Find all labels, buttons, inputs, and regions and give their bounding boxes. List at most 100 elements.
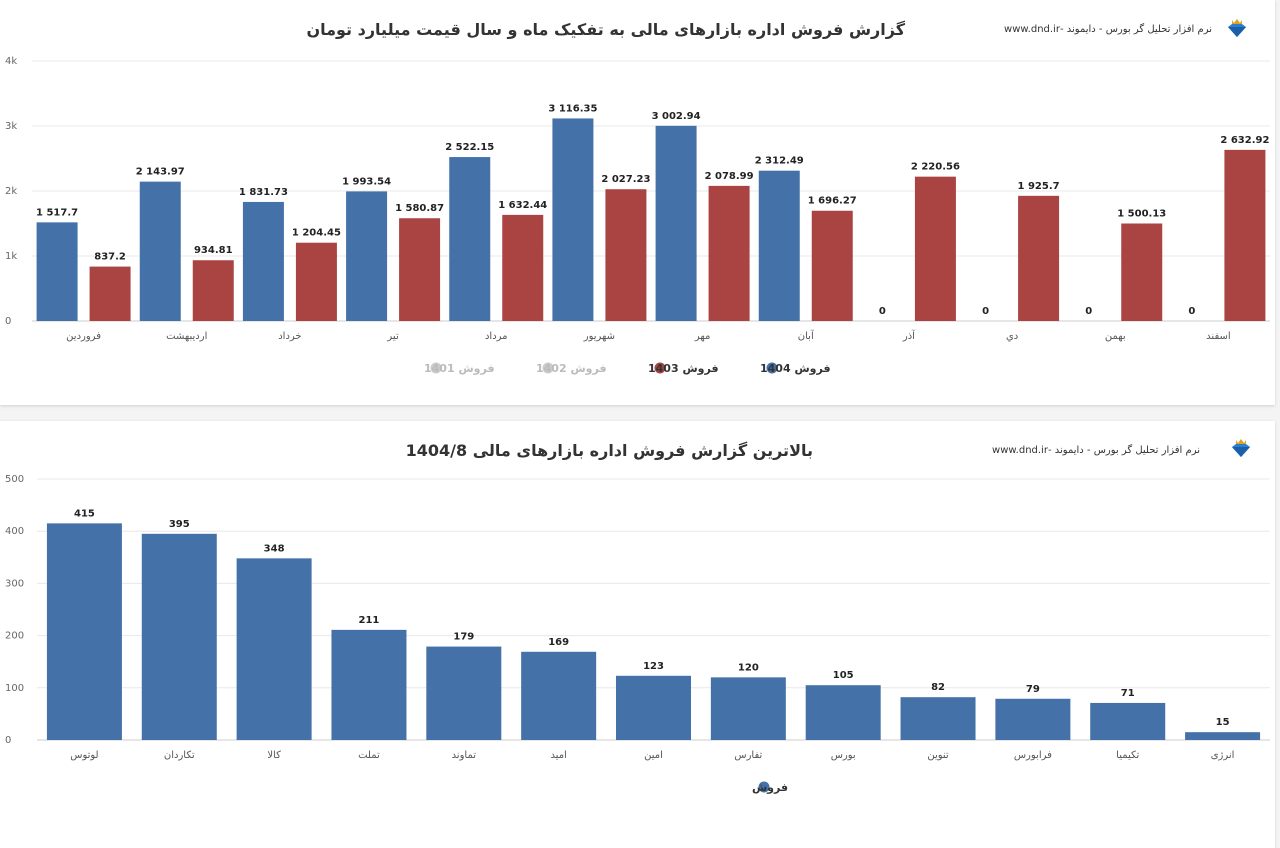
bar (295, 242, 337, 321)
data-label: 1 517.7 (36, 207, 78, 218)
data-label: 415 (74, 508, 95, 519)
x-tick-label: فروردین (66, 331, 101, 342)
legend-marker (654, 362, 666, 374)
data-label: 837.2 (94, 252, 126, 263)
bar (655, 125, 697, 321)
x-tick-label: بورس (831, 750, 856, 761)
y-tick-label: 2k (5, 186, 17, 197)
x-tick-label: خرداد (278, 331, 301, 342)
data-label: 15 (1216, 717, 1230, 728)
bar (192, 260, 234, 321)
legend-marker (766, 362, 778, 374)
bar (1090, 702, 1166, 740)
x-tick-label: امید (550, 750, 566, 761)
data-label: 3 116.35 (548, 103, 597, 114)
data-label: 2 143.97 (136, 167, 185, 178)
x-tick-label: امین (644, 750, 663, 761)
y-tick-label: 100 (5, 683, 24, 694)
y-tick-label: 1k (5, 251, 17, 262)
data-label: 2 078.99 (705, 171, 754, 182)
legend-item: فروش 1402 (536, 362, 607, 375)
data-label: 0 (982, 306, 989, 317)
legend-item: فروش 1403 (648, 362, 719, 375)
bar (1224, 149, 1266, 321)
data-label: 0 (1085, 306, 1092, 317)
top-sales-chart-card: بالاترین گزارش فروش اداره بازارهای مالی … (0, 421, 1275, 848)
legend-marker (430, 362, 442, 374)
bar (1121, 223, 1163, 321)
bar (900, 697, 976, 740)
bar (995, 698, 1071, 740)
chart-plot: 0 100 200 300 400 500 لوتوس 415 تکاردان 395 کالا 34… (5, 474, 1270, 794)
x-tick-label: آذر (902, 329, 916, 342)
data-label: 123 (643, 661, 664, 672)
legend-marker (542, 362, 554, 374)
brand-text[interactable]: نرم افزار تحلیل گر بورس - دایموند -www.d… (1004, 24, 1212, 35)
data-label: 2 312.49 (755, 156, 804, 167)
data-label: 1 580.87 (395, 203, 444, 214)
bar (521, 651, 597, 740)
y-tick-label: 200 (5, 631, 24, 642)
x-tick-label: اردیبهشت (166, 331, 207, 342)
bar (758, 170, 800, 321)
bar (89, 266, 131, 321)
bar (710, 677, 786, 740)
data-label: 934.81 (194, 245, 233, 256)
x-tick-label: تیر (386, 331, 399, 342)
bar (616, 675, 691, 740)
brand-text[interactable]: نرم افزار تحلیل گر بورس - دایموند -www.d… (992, 445, 1200, 456)
bar (331, 629, 407, 740)
bar (1018, 195, 1060, 321)
legend-marker (758, 781, 770, 793)
data-label: 2 027.23 (601, 174, 650, 185)
y-tick-label: 0 (5, 735, 11, 746)
chart-title: بالاترین گزارش فروش اداره بازارهای مالی … (405, 441, 813, 460)
bar (1185, 732, 1261, 740)
data-label: 0 (879, 306, 886, 317)
x-tick-label: لوتوس (70, 750, 98, 761)
bar (708, 185, 750, 321)
data-label: 1 993.54 (342, 176, 391, 187)
diamond-logo-icon (1228, 19, 1246, 37)
data-label: 79 (1026, 684, 1040, 695)
x-tick-label: بهمن (1105, 331, 1126, 342)
data-label: 120 (738, 662, 759, 673)
x-tick-label: تکاردان (164, 750, 195, 761)
bar (139, 181, 181, 321)
x-tick-label: کالا (267, 750, 281, 761)
x-tick-label: مرداد (485, 331, 508, 342)
x-tick-label: مهر (694, 331, 710, 342)
data-label: 1 831.73 (239, 187, 288, 198)
x-tick-label: اسفند (1206, 331, 1230, 342)
legend-item: فروش 1404 (760, 362, 831, 375)
y-tick-label: 500 (5, 474, 24, 485)
data-label: 395 (169, 519, 190, 530)
data-label: 105 (833, 670, 854, 681)
data-label: 71 (1121, 688, 1135, 699)
bar (242, 201, 284, 321)
bar (914, 176, 956, 321)
x-tick-label: انرژی (1211, 750, 1235, 761)
y-tick-label: 300 (5, 578, 24, 589)
data-label: 2 522.15 (445, 142, 494, 153)
bar (399, 218, 441, 321)
x-tick-label: تکیمیا (1116, 750, 1139, 761)
x-tick-label: تفارس (734, 750, 762, 761)
bar (449, 157, 491, 321)
x-tick-label: فرابورس (1014, 750, 1052, 761)
data-label: 1 500.13 (1117, 208, 1166, 219)
x-tick-label: تنوین (927, 750, 949, 761)
data-label: 82 (931, 682, 945, 693)
bar (605, 189, 647, 321)
data-label: 1 925.7 (1018, 181, 1060, 192)
bar (426, 646, 502, 740)
bar (805, 685, 881, 740)
bar (502, 214, 544, 321)
bar (346, 191, 388, 321)
data-label: 169 (548, 637, 569, 648)
bar (552, 118, 594, 321)
data-label: 1 204.45 (292, 228, 341, 239)
diamond-logo-icon (1232, 439, 1250, 457)
data-label: 348 (264, 543, 285, 554)
x-tick-label: شهریور (583, 331, 615, 342)
